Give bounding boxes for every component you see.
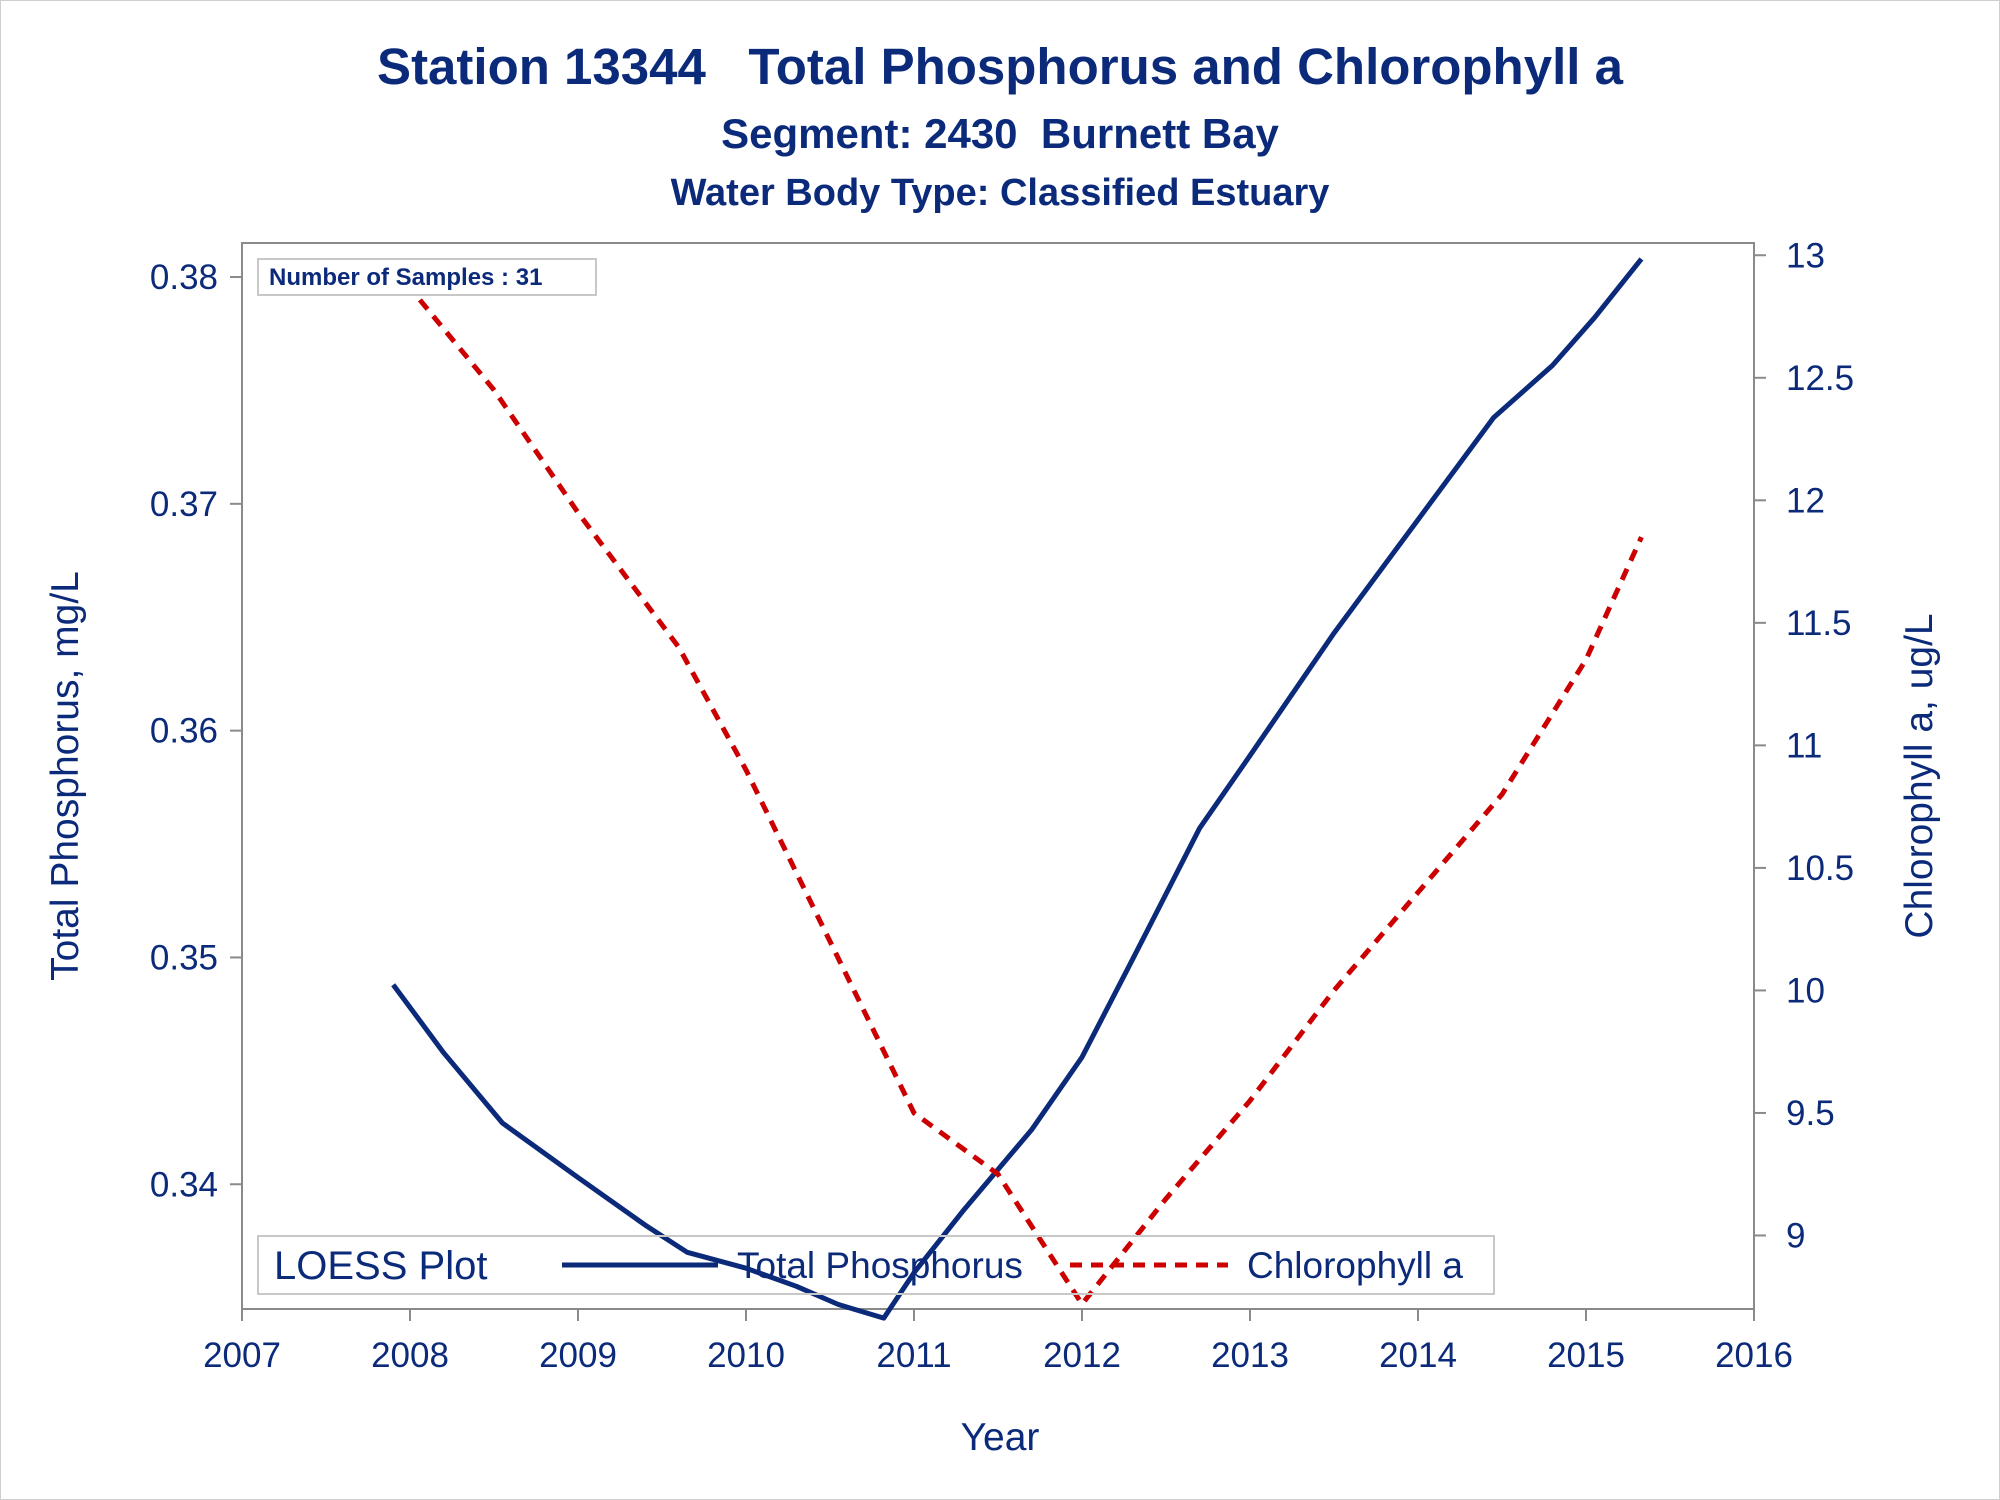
sample-count-text: Number of Samples : 31	[269, 264, 542, 291]
y2-tick-label: 10.5	[1786, 849, 1854, 888]
legend-title: LOESS Plot	[274, 1244, 487, 1288]
x-tick-label: 2012	[1043, 1336, 1121, 1375]
x-axis-label: Year	[961, 1416, 1040, 1459]
left-axis: 0.34 0.35 0.36 0.37 0.38	[150, 258, 242, 1204]
x-axis: 2007 2008 2009 2010 2011 2012 2013 2014 2015 2016	[203, 1309, 1793, 1375]
x-tick-label: 2016	[1715, 1336, 1793, 1375]
y2-tick-label: 12	[1786, 481, 1825, 520]
y2-tick-label: 9	[1786, 1216, 1805, 1255]
y2-axis-label: Chlorophyll a, ug/L	[1898, 613, 1941, 938]
y-tick-label: 0.34	[150, 1165, 218, 1204]
series-line-total-phosphorus	[391, 257, 1644, 1321]
y2-tick-label: 12.5	[1786, 359, 1854, 398]
right-axis: 9 9.5 10 10.5 11 11.5 12 12.5 13	[1754, 236, 1854, 1255]
y-tick-label: 0.36	[150, 712, 218, 751]
chart-subtitle: Segment: 2430 Burnett Bay	[721, 110, 1279, 157]
x-tick-label: 2015	[1547, 1336, 1625, 1375]
x-tick-label: 2013	[1211, 1336, 1289, 1375]
plot-area-border	[241, 242, 1755, 1310]
x-tick-label: 2014	[1379, 1336, 1457, 1375]
legend-label-total-phosphorus: Total Phosphorus	[737, 1245, 1023, 1286]
y-tick-label: 0.37	[150, 485, 218, 524]
y2-tick-label: 9.5	[1786, 1094, 1835, 1133]
x-tick-label: 2010	[707, 1336, 785, 1375]
chart-subtitle-2: Water Body Type: Classified Estuary	[671, 172, 1330, 214]
y2-tick-label: 11	[1786, 726, 1822, 765]
legend-label-chlorophyll-a: Chlorophyll a	[1247, 1245, 1463, 1286]
x-tick-label: 2007	[203, 1336, 281, 1375]
y-axis-label: Total Phosphorus, mg/L	[44, 571, 87, 981]
chart-title: Station 13344 Total Phosphorus and Chlor…	[377, 38, 1624, 95]
y-tick-label: 0.35	[150, 938, 218, 977]
y2-tick-label: 11.5	[1786, 604, 1852, 643]
sample-count-box	[257, 258, 597, 296]
y-tick-label: 0.38	[150, 258, 218, 297]
x-tick-label: 2009	[539, 1336, 617, 1375]
legend-box	[257, 1235, 1495, 1295]
y2-tick-label: 13	[1786, 236, 1825, 275]
series-line-chlorophyll-a	[391, 265, 1644, 1307]
series-layer	[391, 257, 1644, 1321]
x-tick-label: 2011	[876, 1336, 951, 1375]
x-tick-label: 2008	[371, 1336, 449, 1375]
y2-tick-label: 10	[1786, 971, 1825, 1010]
